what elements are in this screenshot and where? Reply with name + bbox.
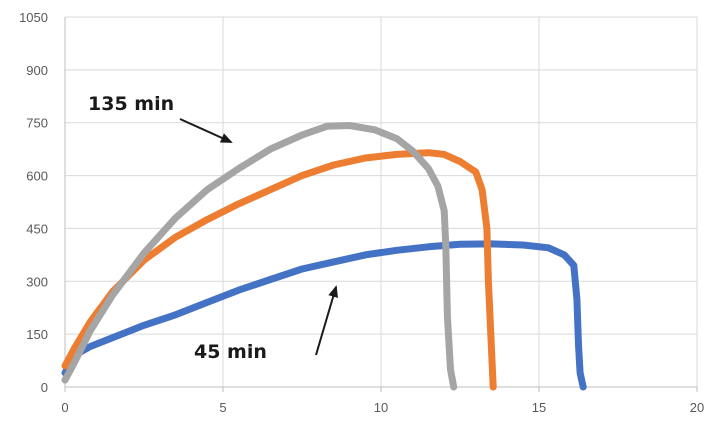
y-tick-label: 150 <box>26 327 48 342</box>
x-tick-label: 10 <box>374 400 388 415</box>
x-tick-label: 0 <box>61 400 68 415</box>
y-tick-label: 450 <box>26 221 48 236</box>
y-tick-label: 900 <box>26 63 48 78</box>
annotations: 135 min 45 min <box>88 93 338 363</box>
gridlines <box>65 16 698 387</box>
annotation-135-min: 135 min <box>88 93 174 115</box>
x-tick-label: 20 <box>690 400 704 415</box>
y-tick-label: 600 <box>26 169 48 184</box>
axes <box>64 17 698 392</box>
tick-labels: 0 150 300 450 600 750 900 1050 0 5 10 15 20 <box>19 10 704 415</box>
x-tick-label: 5 <box>219 400 226 415</box>
y-tick-label: 0 <box>41 380 48 395</box>
y-tick-label: 750 <box>26 116 48 131</box>
series-line-2 <box>61 122 458 391</box>
series-group <box>61 122 587 391</box>
annotation-45-min: 45 min <box>194 341 267 363</box>
annotation-135-min-arrow <box>179 118 233 143</box>
x-tick-label: 15 <box>532 400 546 415</box>
annotation-45-min-arrow <box>315 285 338 356</box>
y-tick-label: 300 <box>26 274 48 289</box>
series-line-0 <box>61 240 587 391</box>
y-tick-label: 1050 <box>19 10 48 25</box>
